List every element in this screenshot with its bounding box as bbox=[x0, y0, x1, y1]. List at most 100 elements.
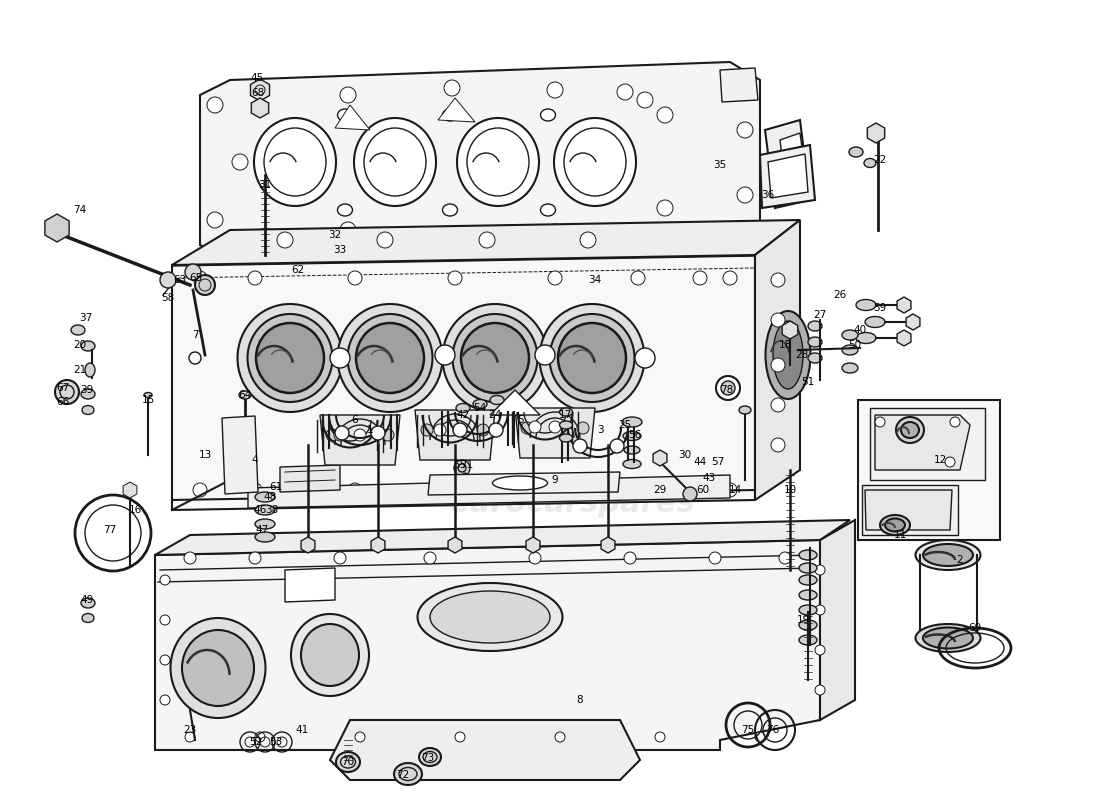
Ellipse shape bbox=[856, 333, 876, 343]
Circle shape bbox=[635, 348, 654, 368]
Text: 15: 15 bbox=[142, 395, 155, 405]
Circle shape bbox=[771, 438, 785, 452]
Ellipse shape bbox=[468, 128, 529, 196]
Ellipse shape bbox=[356, 323, 424, 393]
Polygon shape bbox=[172, 255, 755, 510]
Circle shape bbox=[548, 271, 562, 285]
Text: 6: 6 bbox=[352, 415, 359, 425]
Ellipse shape bbox=[85, 363, 95, 377]
Circle shape bbox=[771, 273, 785, 287]
Ellipse shape bbox=[255, 519, 275, 529]
Text: 2: 2 bbox=[957, 555, 964, 565]
Text: 55: 55 bbox=[453, 460, 466, 470]
Polygon shape bbox=[438, 98, 475, 122]
Text: 51: 51 bbox=[802, 377, 815, 387]
Circle shape bbox=[573, 439, 587, 453]
Polygon shape bbox=[862, 485, 958, 535]
Text: 49: 49 bbox=[80, 595, 94, 605]
Text: 44: 44 bbox=[693, 457, 706, 467]
Ellipse shape bbox=[849, 147, 864, 157]
Ellipse shape bbox=[182, 630, 254, 706]
Text: 22: 22 bbox=[873, 155, 887, 165]
Circle shape bbox=[549, 421, 561, 433]
Circle shape bbox=[654, 732, 666, 742]
Ellipse shape bbox=[915, 624, 980, 652]
Ellipse shape bbox=[560, 408, 572, 416]
Ellipse shape bbox=[886, 518, 905, 531]
Circle shape bbox=[723, 483, 737, 497]
Ellipse shape bbox=[808, 321, 822, 331]
Circle shape bbox=[693, 271, 707, 285]
Polygon shape bbox=[428, 472, 620, 495]
Circle shape bbox=[160, 272, 176, 288]
Circle shape bbox=[434, 424, 446, 436]
Text: 16: 16 bbox=[129, 505, 142, 515]
Ellipse shape bbox=[799, 635, 817, 645]
Ellipse shape bbox=[418, 583, 562, 651]
Circle shape bbox=[255, 732, 265, 742]
Text: 75: 75 bbox=[741, 725, 755, 735]
Text: 54: 54 bbox=[473, 403, 486, 413]
Circle shape bbox=[348, 271, 362, 285]
Text: 59: 59 bbox=[873, 303, 887, 313]
Ellipse shape bbox=[264, 128, 326, 196]
Ellipse shape bbox=[550, 314, 635, 402]
Text: 52: 52 bbox=[250, 737, 263, 747]
Ellipse shape bbox=[540, 109, 556, 121]
Circle shape bbox=[815, 605, 825, 615]
Circle shape bbox=[448, 271, 462, 285]
Text: 67: 67 bbox=[56, 383, 69, 393]
Ellipse shape bbox=[255, 505, 275, 515]
Circle shape bbox=[334, 429, 346, 441]
Text: 19: 19 bbox=[796, 615, 810, 625]
Ellipse shape bbox=[842, 330, 858, 340]
Circle shape bbox=[617, 227, 632, 243]
Circle shape bbox=[716, 376, 740, 400]
Ellipse shape bbox=[799, 620, 817, 630]
Circle shape bbox=[334, 552, 346, 564]
Circle shape bbox=[195, 275, 214, 295]
Circle shape bbox=[779, 552, 791, 564]
Circle shape bbox=[490, 423, 503, 437]
Circle shape bbox=[185, 732, 195, 742]
Text: eurocarspares: eurocarspares bbox=[449, 490, 695, 518]
Polygon shape bbox=[780, 133, 807, 190]
Text: 45: 45 bbox=[251, 73, 264, 83]
Text: 21: 21 bbox=[74, 365, 87, 375]
Text: 46: 46 bbox=[253, 505, 266, 515]
Ellipse shape bbox=[461, 323, 529, 393]
Ellipse shape bbox=[623, 459, 641, 469]
Text: 38: 38 bbox=[265, 505, 278, 515]
Polygon shape bbox=[898, 330, 911, 346]
Ellipse shape bbox=[255, 532, 275, 542]
Circle shape bbox=[160, 575, 170, 585]
Polygon shape bbox=[870, 408, 984, 480]
Text: 27: 27 bbox=[813, 310, 826, 320]
Text: 65: 65 bbox=[189, 273, 202, 283]
Circle shape bbox=[950, 417, 960, 427]
Text: 76: 76 bbox=[767, 725, 780, 735]
Ellipse shape bbox=[338, 304, 442, 412]
Text: 34: 34 bbox=[588, 275, 602, 285]
Polygon shape bbox=[874, 415, 970, 470]
Circle shape bbox=[529, 552, 541, 564]
Text: 35: 35 bbox=[714, 160, 727, 170]
Polygon shape bbox=[415, 410, 495, 460]
Polygon shape bbox=[858, 400, 1000, 540]
Text: 10: 10 bbox=[783, 485, 796, 495]
Ellipse shape bbox=[923, 544, 974, 566]
Ellipse shape bbox=[430, 591, 550, 643]
Circle shape bbox=[874, 417, 886, 427]
Polygon shape bbox=[251, 79, 270, 101]
Circle shape bbox=[185, 264, 201, 280]
Circle shape bbox=[248, 271, 262, 285]
Circle shape bbox=[617, 84, 632, 100]
Circle shape bbox=[478, 232, 495, 248]
Polygon shape bbox=[867, 123, 884, 143]
Polygon shape bbox=[155, 540, 820, 750]
Polygon shape bbox=[760, 145, 815, 208]
Ellipse shape bbox=[255, 492, 275, 502]
Polygon shape bbox=[448, 537, 462, 553]
Ellipse shape bbox=[442, 204, 458, 216]
Text: 24: 24 bbox=[488, 410, 502, 420]
